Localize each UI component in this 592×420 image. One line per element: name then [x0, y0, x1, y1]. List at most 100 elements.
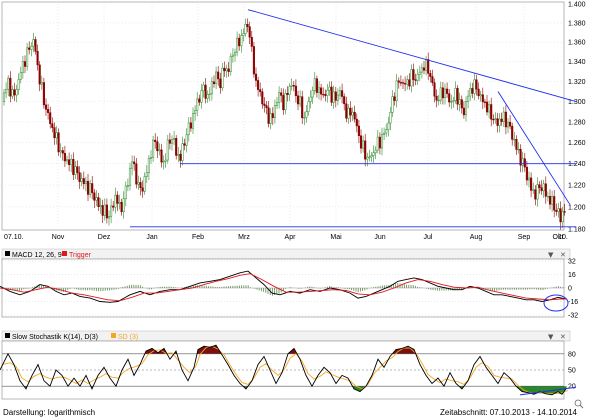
candle-body: [504, 111, 507, 128]
candle-body: [460, 99, 463, 109]
candle-body: [418, 71, 421, 75]
candle-body: [464, 101, 468, 116]
candle-body: [511, 125, 514, 140]
candle-body: [437, 99, 440, 102]
price-y-tick-label: 1.220: [568, 183, 586, 190]
candle-body: [158, 149, 161, 152]
candle-body: [240, 35, 243, 47]
candle-body: [173, 138, 176, 140]
candle-body: [473, 79, 476, 94]
stochastic-panel: Slow Stochastik K(14), D(3) SD (3) ▼ ✕ 8…: [0, 330, 577, 400]
candle-body: [336, 94, 339, 101]
candle-body: [143, 176, 146, 192]
candle-body: [263, 103, 266, 106]
price-x-tick-label: 07.10.: [4, 234, 24, 241]
candle-body: [114, 194, 117, 208]
footer-scale-label: Darstellung: logarithmisch: [3, 408, 95, 417]
candle-body: [122, 198, 125, 213]
candle-body: [7, 77, 10, 90]
candle-body: [82, 178, 85, 185]
candle-body: [250, 37, 253, 47]
candle-body: [383, 132, 386, 135]
price-y-tick-label: 1.340: [568, 59, 586, 66]
candle-body: [210, 81, 213, 95]
candle-body: [391, 96, 394, 113]
candle-body: [540, 187, 543, 192]
candle-body: [120, 202, 123, 213]
price-y-tick-label: 1.200: [568, 204, 586, 211]
candle-body: [149, 157, 153, 159]
macd-legend-swatch-trigger: [62, 251, 67, 256]
price-trendlines: [130, 9, 577, 228]
candle-body: [446, 88, 449, 94]
candle-body: [99, 205, 102, 207]
candle-body: [380, 134, 384, 149]
candle-body: [317, 87, 321, 93]
candle-body: [13, 89, 16, 96]
candle-body: [135, 163, 138, 185]
candle-body: [479, 94, 482, 97]
candle-body: [91, 183, 94, 194]
candle-body: [133, 161, 136, 165]
candle-body: [330, 86, 333, 103]
candle-body: [30, 45, 33, 50]
candle-body: [80, 178, 83, 182]
candle-body: [433, 82, 436, 97]
candle-body: [17, 79, 20, 90]
candle-body: [55, 132, 58, 139]
candle-body: [23, 61, 27, 67]
candle-body: [271, 113, 274, 119]
candle-body: [343, 96, 346, 105]
stoch-legend-swatch-sd: [111, 333, 116, 338]
candle-body: [542, 183, 545, 192]
candle-body: [267, 107, 270, 124]
price-trendline: [497, 91, 571, 205]
candle-body: [141, 187, 144, 192]
candle-body: [351, 111, 354, 116]
candle-body: [38, 64, 41, 85]
candle-body: [492, 118, 495, 121]
dropdown-arrow-icon[interactable]: ▼: [548, 251, 554, 259]
candle-body: [265, 105, 268, 108]
candle-body: [128, 167, 132, 186]
candle-body: [221, 67, 224, 89]
candle-body: [194, 110, 197, 114]
candle-body: [200, 90, 203, 103]
candle-body: [19, 72, 22, 80]
candle-body: [70, 158, 73, 165]
price-x-tick-label: 10.: [558, 234, 568, 241]
dropdown-arrow-icon[interactable]: ▼: [548, 333, 554, 341]
candle-body: [126, 185, 129, 187]
candle-body: [204, 84, 207, 99]
candle-body: [374, 149, 377, 153]
close-icon[interactable]: ✕: [560, 333, 566, 341]
candle-body: [536, 184, 539, 200]
stoch-y-axis: 80 50 20: [568, 351, 576, 390]
candle-body: [74, 166, 77, 175]
price-y-tick-label: 1.360: [568, 40, 586, 47]
candle-body: [376, 136, 379, 151]
candle-body: [185, 134, 188, 146]
candle-body: [366, 156, 369, 160]
candle-body: [196, 98, 199, 111]
candle-body: [51, 123, 54, 128]
candle-body: [5, 89, 8, 94]
candle-body: [372, 152, 375, 156]
candle-body: [299, 96, 302, 105]
candle-body: [198, 98, 201, 103]
candle-body: [206, 94, 209, 99]
price-x-tick-label: Jan: [146, 234, 157, 241]
candle-body: [305, 111, 308, 118]
candle-body: [86, 181, 90, 195]
zoom-lens-icon[interactable]: [574, 399, 584, 409]
candle-body: [32, 39, 35, 47]
candle-body: [257, 80, 260, 90]
candle-body: [345, 103, 348, 119]
price-x-axis: 07.10. Nov Dez Jan Feb Mrz Apr Mai Jun Jul Aug Sep O…: [4, 234, 568, 241]
close-icon[interactable]: ✕: [560, 251, 566, 259]
candle-body: [338, 90, 342, 96]
candle-body: [427, 59, 430, 74]
candle-body: [485, 101, 489, 113]
macd-panel: MACD 12, 26, 9 Trigger ▼ ✕ 32 16 0 -16 -32: [0, 248, 578, 320]
stoch-k-line: [0, 344, 567, 396]
